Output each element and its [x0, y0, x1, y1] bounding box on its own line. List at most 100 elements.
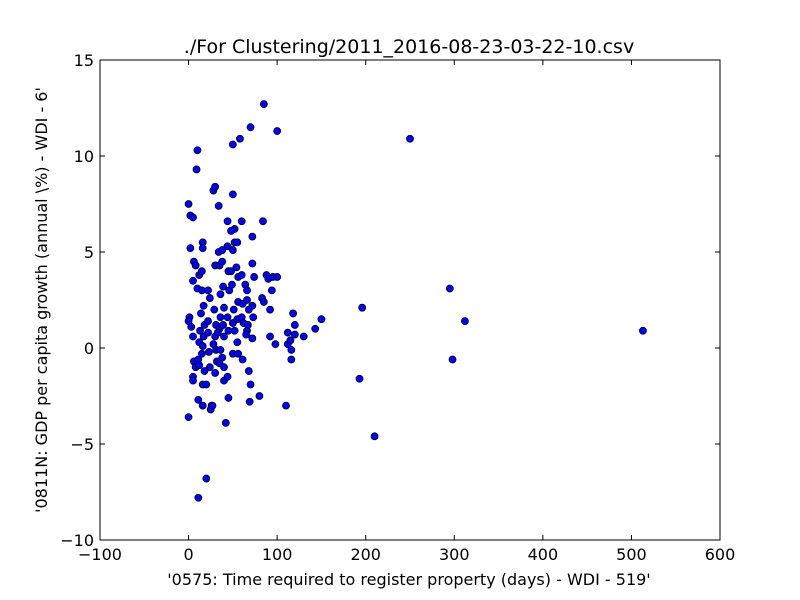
data-point	[446, 285, 453, 292]
data-point	[190, 277, 197, 284]
data-point	[243, 331, 250, 338]
data-point	[359, 304, 366, 311]
plot-area	[100, 60, 720, 540]
data-point	[259, 218, 266, 225]
y-tick-label: 0	[84, 339, 94, 358]
data-point	[209, 402, 216, 409]
data-point	[217, 291, 224, 298]
data-point	[236, 135, 243, 142]
data-point	[198, 350, 205, 357]
data-point	[214, 329, 221, 336]
y-tick-label: 10	[74, 147, 94, 166]
data-point	[195, 494, 202, 501]
data-point	[219, 354, 226, 361]
data-point	[249, 302, 256, 309]
data-point	[228, 281, 235, 288]
data-point	[221, 364, 228, 371]
data-point	[249, 335, 256, 342]
x-tick-label: 300	[439, 545, 470, 564]
data-point	[229, 141, 236, 148]
data-point	[318, 316, 325, 323]
data-point	[185, 414, 192, 421]
data-point	[212, 183, 219, 190]
data-point	[461, 318, 468, 325]
data-point	[267, 306, 274, 313]
data-point	[234, 239, 241, 246]
data-point	[199, 343, 206, 350]
data-point	[244, 287, 251, 294]
data-point	[196, 362, 203, 369]
x-tick-label: 500	[616, 545, 647, 564]
data-point	[190, 333, 197, 340]
y-tick-label: 5	[84, 243, 94, 262]
data-point	[291, 331, 298, 338]
data-point	[224, 314, 231, 321]
data-point	[192, 262, 199, 269]
data-point	[203, 381, 210, 388]
x-tick-label: 200	[350, 545, 381, 564]
data-point	[284, 329, 291, 336]
data-point	[249, 260, 256, 267]
data-point	[256, 393, 263, 400]
data-point	[291, 321, 298, 328]
data-point	[199, 245, 206, 252]
data-point	[231, 327, 238, 334]
data-point	[215, 202, 222, 209]
data-point	[220, 321, 227, 328]
data-point	[222, 419, 229, 426]
x-tick-label: 0	[183, 545, 193, 564]
y-tick-label: −5	[70, 435, 94, 454]
data-point	[229, 191, 236, 198]
data-point	[238, 272, 245, 279]
x-tick-label: 100	[262, 545, 293, 564]
data-point	[205, 329, 212, 336]
data-point	[407, 135, 414, 142]
chart-title: ./For Clustering/2011_2016-08-23-03-22-1…	[184, 36, 634, 58]
data-point	[246, 398, 253, 405]
data-point	[245, 368, 252, 375]
data-point	[225, 394, 232, 401]
data-point	[267, 333, 274, 340]
data-point	[194, 147, 201, 154]
data-point	[234, 339, 241, 346]
data-point	[228, 227, 235, 234]
data-point	[217, 314, 224, 321]
data-point	[230, 306, 237, 313]
data-point	[247, 381, 254, 388]
data-point	[260, 101, 267, 108]
data-point	[233, 264, 240, 271]
x-tick-label: 600	[705, 545, 736, 564]
data-point	[219, 258, 226, 265]
data-point	[290, 310, 297, 317]
data-point	[268, 287, 275, 294]
data-point	[288, 346, 295, 353]
data-point	[190, 214, 197, 221]
data-point	[217, 346, 224, 353]
data-point	[199, 402, 206, 409]
data-point	[250, 314, 257, 321]
data-point	[205, 318, 212, 325]
data-point	[312, 325, 319, 332]
data-point	[206, 295, 213, 302]
data-point	[203, 475, 210, 482]
data-point	[187, 245, 194, 252]
data-point	[260, 298, 267, 305]
data-point	[283, 402, 290, 409]
data-point	[220, 283, 227, 290]
data-point	[205, 287, 212, 294]
data-point	[212, 369, 219, 376]
data-point	[206, 364, 213, 371]
data-point	[274, 273, 281, 280]
y-tick-label: −10	[60, 531, 94, 550]
data-point	[449, 356, 456, 363]
data-point	[356, 375, 363, 382]
data-point	[249, 233, 256, 240]
data-point	[639, 327, 646, 334]
y-axis-label: '0811N: GDP per capita growth (annual \%…	[32, 87, 51, 513]
data-point	[244, 297, 251, 304]
data-point	[198, 268, 205, 275]
data-point	[247, 124, 254, 131]
data-point	[238, 218, 245, 225]
data-point	[197, 310, 204, 317]
